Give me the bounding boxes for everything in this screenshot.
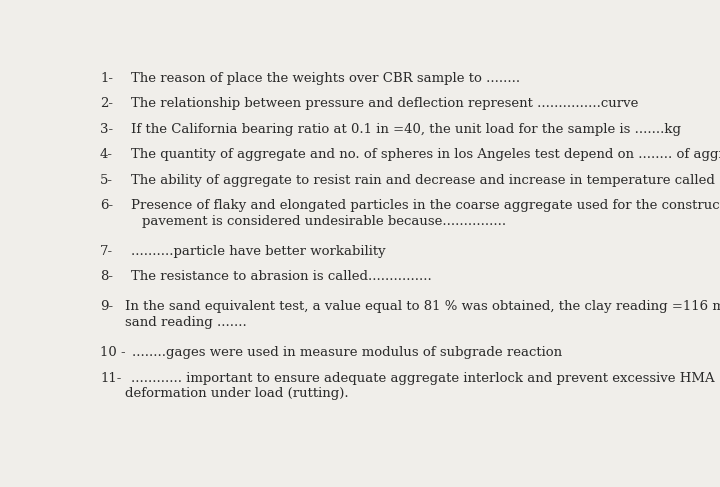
Text: deformation under load (rutting).: deformation under load (rutting). bbox=[125, 387, 348, 400]
Text: 1-: 1- bbox=[100, 72, 113, 85]
Text: sand reading .......: sand reading ....... bbox=[125, 316, 247, 329]
Text: In the sand equivalent test, a value equal to 81 % was obtained, the clay readin: In the sand equivalent test, a value equ… bbox=[125, 300, 720, 313]
Text: Presence of flaky and elongated particles in the coarse aggregate used for the c: Presence of flaky and elongated particle… bbox=[131, 199, 720, 212]
Text: ..........particle have better workability: ..........particle have better workabili… bbox=[131, 245, 385, 258]
Text: ............ important to ensure adequate aggregate interlock and prevent excess: ............ important to ensure adequat… bbox=[131, 372, 714, 385]
Text: 9-: 9- bbox=[100, 300, 113, 313]
Text: 6-: 6- bbox=[100, 199, 113, 212]
Text: 8-: 8- bbox=[100, 270, 113, 283]
Text: If the California bearing ratio at 0.1 in =40, the unit load for the sample is .: If the California bearing ratio at 0.1 i… bbox=[131, 123, 680, 135]
Text: ........gages were used in measure modulus of subgrade reaction: ........gages were used in measure modul… bbox=[132, 346, 562, 359]
Text: 10 -: 10 - bbox=[100, 346, 126, 359]
Text: 2-: 2- bbox=[100, 97, 113, 110]
Text: The quantity of aggregate and no. of spheres in los Angeles test depend on .....: The quantity of aggregate and no. of sph… bbox=[131, 148, 720, 161]
Text: The ability of aggregate to resist rain and decrease and increase in temperature: The ability of aggregate to resist rain … bbox=[131, 173, 720, 187]
Text: 11-: 11- bbox=[100, 372, 122, 385]
Text: pavement is considered undesirable because...............: pavement is considered undesirable becau… bbox=[142, 215, 506, 228]
Text: 3-: 3- bbox=[100, 123, 113, 135]
Text: 5-: 5- bbox=[100, 173, 113, 187]
Text: The resistance to abrasion is called...............: The resistance to abrasion is called....… bbox=[131, 270, 431, 283]
Text: The reason of place the weights over CBR sample to ........: The reason of place the weights over CBR… bbox=[131, 72, 520, 85]
Text: 7-: 7- bbox=[100, 245, 113, 258]
Text: 4-: 4- bbox=[100, 148, 113, 161]
Text: The relationship between pressure and deflection represent ...............curve: The relationship between pressure and de… bbox=[131, 97, 638, 110]
